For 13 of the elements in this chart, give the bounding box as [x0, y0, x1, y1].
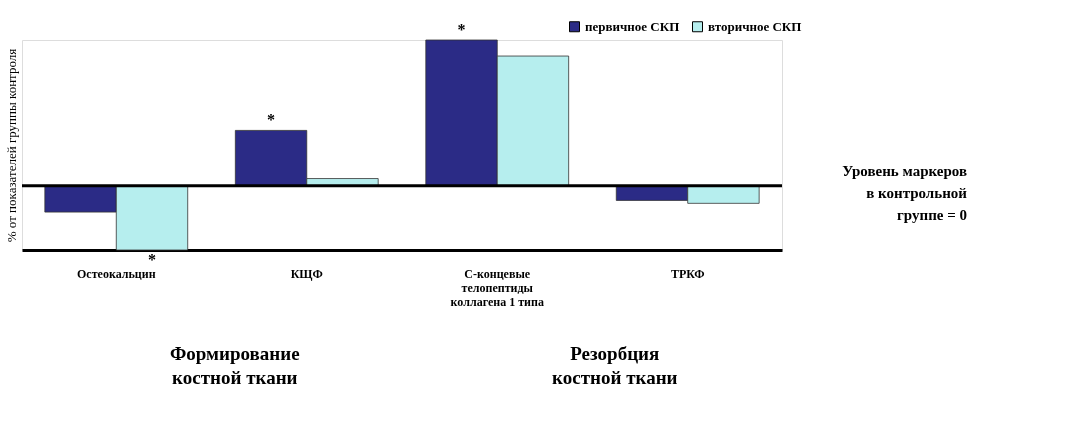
- annotation: *: [148, 251, 156, 268]
- x-tick-label: ТРКФ: [670, 266, 705, 281]
- x-tick-label: С-концевые телопептиды коллагена 1 типа: [450, 266, 544, 309]
- legend-label: первичное СКП: [585, 18, 680, 34]
- x-tick-label: Остеокальцин: [77, 266, 156, 281]
- annotation: *: [267, 111, 276, 129]
- annotation: *: [457, 21, 466, 38]
- x-tick-label: КЩФ: [290, 266, 323, 281]
- text: Уровень маркеров в контрольной группе = 0: [842, 162, 968, 223]
- text: Формирование костной ткани: [169, 343, 300, 388]
- y-axis-title: % от показателей группы контроля: [3, 48, 19, 243]
- text: Резорбция костной ткани: [552, 343, 678, 388]
- legend-label: вторичное СКП: [708, 18, 802, 34]
